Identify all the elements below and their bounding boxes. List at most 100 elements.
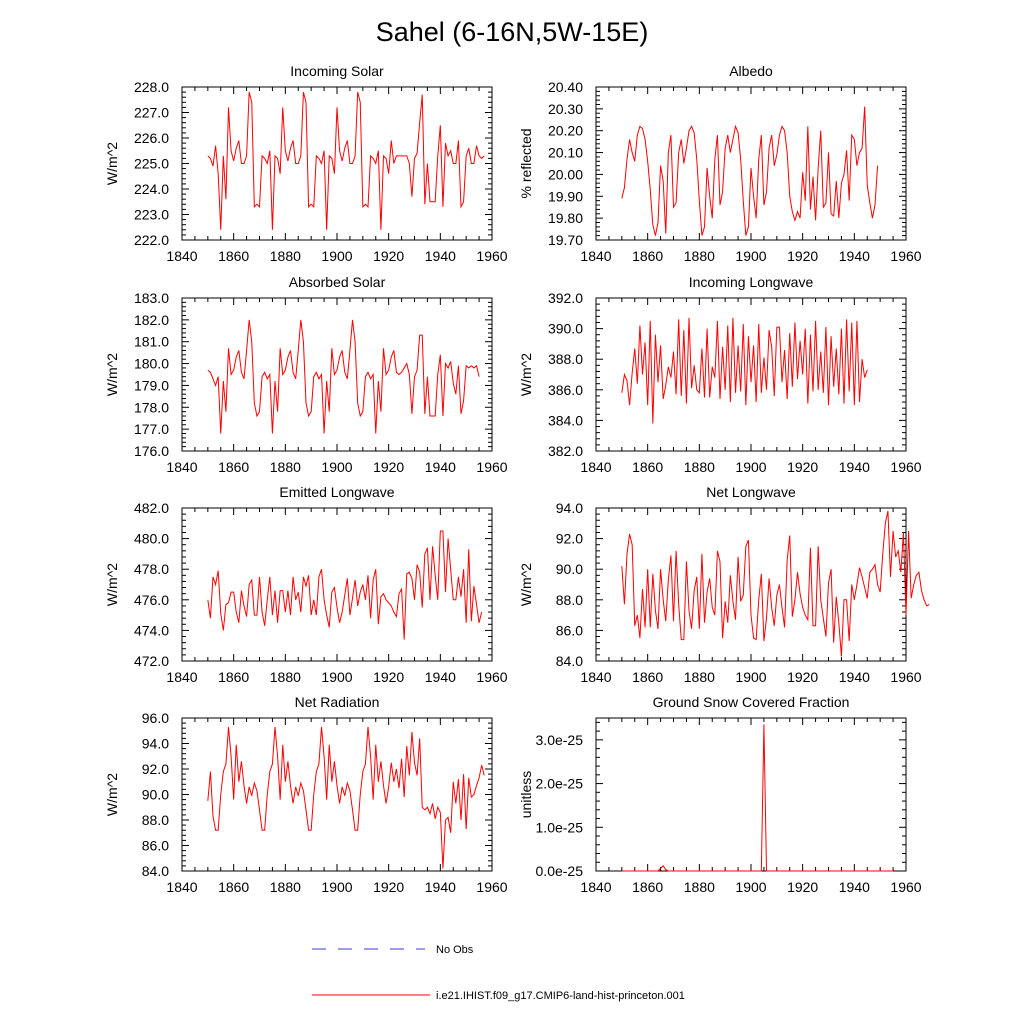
panel-net-longwave: Net Longwave 1840 1860 1880 1900 1920 1940 1960… xyxy=(518,484,930,685)
x-tick-label: 1860 xyxy=(218,669,249,685)
y-tick-label: 384.0 xyxy=(548,412,583,428)
x-tick-label: 1880 xyxy=(270,459,301,475)
y-tick-label: 472.0 xyxy=(134,653,169,669)
plot-frame xyxy=(181,297,493,452)
y-tick-label: 19.90 xyxy=(548,188,583,204)
x-tick-label: 1840 xyxy=(580,879,611,895)
panel-title: Emitted Longwave xyxy=(279,484,394,500)
x-tick-label: 1880 xyxy=(684,669,715,685)
y-tick-label: 2.0e-25 xyxy=(536,776,584,792)
x-tick-label: 1960 xyxy=(476,459,507,475)
panel-title: Incoming Longwave xyxy=(689,274,814,290)
x-tick-label: 1960 xyxy=(890,669,921,685)
series-line xyxy=(207,319,480,434)
y-tick-label: 20.00 xyxy=(548,166,583,182)
y-tick-label: 19.70 xyxy=(548,232,583,248)
y-tick-label: 177.0 xyxy=(134,421,169,437)
y-tick-label: 392.0 xyxy=(548,290,583,306)
x-tick-label: 1960 xyxy=(476,248,507,264)
panel-title: Albedo xyxy=(729,63,773,79)
y-tick-label: 96.0 xyxy=(142,710,169,726)
y-tick-label: 20.10 xyxy=(548,145,583,161)
figure-title: Sahel (6-16N,5W-15E) xyxy=(376,17,649,47)
panel-title: Net Longwave xyxy=(706,484,796,500)
plot-frame xyxy=(595,717,907,872)
x-tick-label: 1900 xyxy=(735,459,766,475)
series-line xyxy=(621,317,868,424)
y-tick-label: 90.0 xyxy=(142,787,169,803)
y-tick-label: 90.0 xyxy=(556,561,583,577)
x-tick-label: 1840 xyxy=(580,669,611,685)
x-tick-label: 1880 xyxy=(684,879,715,895)
x-tick-label: 1920 xyxy=(373,879,404,895)
x-tick-label: 1960 xyxy=(890,879,921,895)
y-axis-label: W/m^2 xyxy=(104,353,120,396)
y-tick-label: 390.0 xyxy=(548,321,583,337)
series-line xyxy=(207,726,485,869)
y-tick-label: 388.0 xyxy=(548,351,583,367)
legend-label-model: i.e21.IHIST.f09_g17.CMIP6-land-hist-prin… xyxy=(436,990,685,1002)
y-tick-label: 92.0 xyxy=(142,761,169,777)
y-tick-label: 86.0 xyxy=(142,838,169,854)
x-tick-label: 1860 xyxy=(218,459,249,475)
x-tick-label: 1860 xyxy=(632,669,663,685)
y-tick-label: 84.0 xyxy=(142,863,169,879)
x-tick-label: 1880 xyxy=(270,669,301,685)
x-tick-label: 1860 xyxy=(218,248,249,264)
panel-albedo: Albedo 1840 1860 1880 1900 1920 1940 1960 19.70 1… xyxy=(518,63,922,264)
x-tick-label: 1960 xyxy=(476,879,507,895)
x-tick-label: 1960 xyxy=(890,248,921,264)
x-tick-label: 1920 xyxy=(787,669,818,685)
y-tick-label: 19.80 xyxy=(548,210,583,226)
panel-title: Ground Snow Covered Fraction xyxy=(653,694,850,710)
y-tick-label: 20.30 xyxy=(548,101,583,117)
y-tick-label: 20.20 xyxy=(548,123,583,139)
legend: No Obs i.e21.IHIST.f09_g17.CMIP6-land-hi… xyxy=(312,944,685,1002)
y-tick-label: 482.0 xyxy=(134,500,169,516)
x-tick-label: 1840 xyxy=(166,459,197,475)
y-tick-label: 20.40 xyxy=(548,79,583,95)
y-tick-label: 224.0 xyxy=(134,181,169,197)
x-tick-label: 1940 xyxy=(839,669,870,685)
x-tick-label: 1900 xyxy=(735,669,766,685)
x-tick-label: 1940 xyxy=(425,669,456,685)
series-line xyxy=(207,91,485,230)
x-tick-label: 1840 xyxy=(580,459,611,475)
series-line xyxy=(207,530,483,640)
y-tick-label: 386.0 xyxy=(548,382,583,398)
y-axis-label: W/m^2 xyxy=(104,142,120,185)
panel-title: Net Radiation xyxy=(295,694,380,710)
y-tick-label: 94.0 xyxy=(556,500,583,516)
panel-title: Absorbed Solar xyxy=(289,274,386,290)
x-tick-label: 1860 xyxy=(632,459,663,475)
plot-frame xyxy=(595,507,907,662)
x-tick-label: 1960 xyxy=(890,459,921,475)
y-tick-label: 94.0 xyxy=(142,736,169,752)
y-tick-label: 1.0e-25 xyxy=(536,819,584,835)
x-tick-label: 1840 xyxy=(166,879,197,895)
y-tick-label: 474.0 xyxy=(134,622,169,638)
panel-incoming-solar: Incoming Solar 1840 1860 1880 1900 1920 1940 19… xyxy=(104,63,508,264)
panels: Incoming Solar 1840 1860 1880 1900 1920 1940 19… xyxy=(104,63,930,895)
series-line xyxy=(621,106,879,236)
x-tick-label: 1940 xyxy=(425,459,456,475)
legend-label-no-obs: No Obs xyxy=(436,944,474,956)
panel-net-radiation: Net Radiation 1840 1860 1880 1900 1920 1940 196… xyxy=(104,694,508,895)
x-tick-label: 1880 xyxy=(270,879,301,895)
y-tick-label: 180.0 xyxy=(134,356,169,372)
y-axis-label: unitless xyxy=(518,771,534,818)
y-tick-label: 84.0 xyxy=(556,653,583,669)
x-tick-label: 1900 xyxy=(321,879,352,895)
y-tick-label: 3.0e-25 xyxy=(536,732,584,748)
x-tick-label: 1940 xyxy=(839,248,870,264)
x-tick-label: 1940 xyxy=(839,879,870,895)
y-tick-label: 480.0 xyxy=(134,531,169,547)
x-tick-label: 1840 xyxy=(580,248,611,264)
y-tick-label: 88.0 xyxy=(556,592,583,608)
y-tick-label: 88.0 xyxy=(142,812,169,828)
y-tick-label: 223.0 xyxy=(134,207,169,223)
x-tick-label: 1900 xyxy=(321,248,352,264)
x-tick-label: 1880 xyxy=(684,248,715,264)
plot-frame xyxy=(181,717,493,872)
